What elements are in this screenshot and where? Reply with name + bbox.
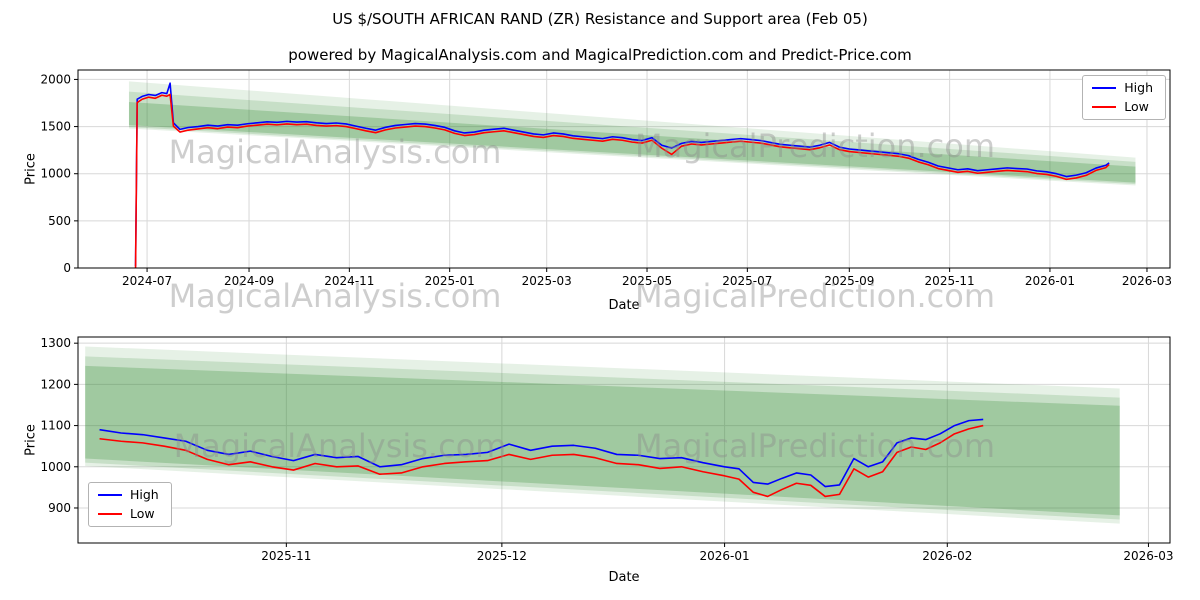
legend-label-low: Low	[1124, 98, 1149, 114]
high-price-line	[99, 418, 984, 488]
legend-label-low: Low	[130, 505, 155, 521]
low-line-swatch	[98, 512, 122, 515]
x-tick-label: 2025-09	[824, 274, 874, 288]
support-resistance-band	[85, 365, 1120, 516]
legend-bottom-chart: High Low	[88, 482, 172, 527]
legend-label-high: High	[130, 487, 159, 502]
x-tick-label: 2026-01	[1025, 274, 1075, 288]
x-tick-label: 2025-05	[622, 274, 672, 288]
support-resistance-band	[128, 91, 1136, 185]
x-tick-label: 2025-11	[261, 549, 311, 563]
x-tick-label: 2025-07	[722, 274, 772, 288]
support-resistance-band	[85, 356, 1120, 520]
top-chart-x-axis-label: Date	[608, 298, 640, 313]
legend-item-low: Low	[1092, 98, 1153, 114]
low-line-swatch	[1092, 105, 1117, 108]
x-tick-label: 2026-03	[1123, 549, 1173, 563]
legend-item-high: High	[98, 487, 159, 502]
y-tick-label: 1300	[40, 336, 71, 350]
x-tick-label: 2024-07	[122, 274, 172, 288]
x-tick-label: 2026-02	[922, 549, 972, 563]
bottom-chart-y-axis-label: Price	[23, 424, 39, 456]
support-resistance-band	[85, 346, 1120, 524]
y-tick-label: 2000	[40, 72, 71, 86]
legend-label-high: High	[1124, 80, 1153, 95]
x-tick-label: 2025-11	[925, 274, 975, 288]
high-price-line	[134, 82, 1110, 267]
x-tick-label: 2024-11	[324, 274, 374, 288]
legend-item-low: Low	[98, 505, 159, 521]
y-tick-label: 500	[48, 214, 71, 228]
y-tick-label: 0	[63, 261, 71, 275]
y-tick-label: 1500	[40, 120, 71, 134]
y-tick-label: 1100	[40, 419, 71, 433]
high-line-swatch	[1092, 87, 1117, 90]
x-tick-label: 2025-12	[477, 549, 527, 563]
support-resistance-band	[128, 81, 1136, 186]
x-tick-label: 2026-01	[700, 549, 750, 563]
y-tick-label: 900	[48, 501, 71, 515]
low-price-line	[99, 424, 984, 498]
x-tick-label: 2025-03	[522, 274, 572, 288]
y-tick-label: 1000	[40, 460, 71, 474]
y-tick-label: 1200	[40, 377, 71, 391]
legend-top-chart: High Low	[1082, 75, 1166, 120]
y-tick-label: 1000	[40, 167, 71, 181]
bottom-chart-x-axis-label: Date	[608, 570, 640, 585]
top-chart-y-axis-label: Price	[23, 153, 39, 185]
high-line-swatch	[98, 494, 122, 497]
figure-subtitle: powered by MagicalAnalysis.com and Magic…	[288, 46, 912, 64]
plot-border	[77, 336, 1171, 544]
legend-item-high: High	[1092, 80, 1153, 95]
x-tick-label: 2025-01	[425, 274, 475, 288]
plot-border	[77, 69, 1171, 269]
figure-title: US $/SOUTH AFRICAN RAND (ZR) Resistance …	[332, 10, 868, 28]
low-price-line	[134, 93, 1110, 269]
x-tick-label: 2024-09	[224, 274, 274, 288]
x-tick-label: 2026-03	[1122, 274, 1172, 288]
